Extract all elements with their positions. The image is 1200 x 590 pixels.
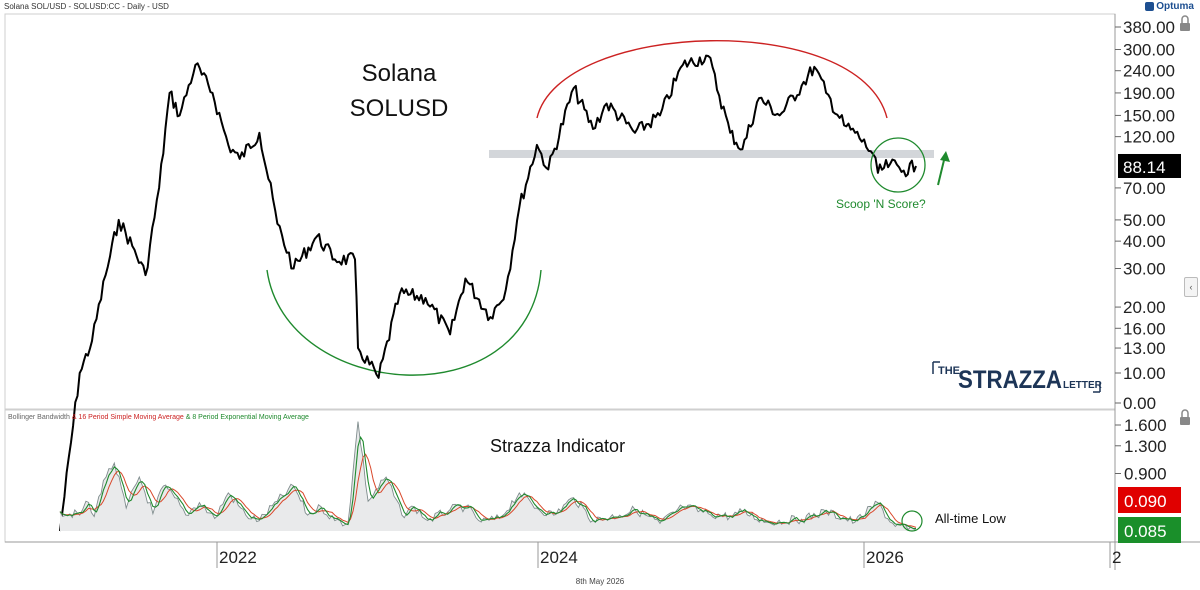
indicator-legend: Bollinger Bandwidth & 16 Period Simple M… (8, 414, 309, 421)
price-axis-label: 10.00 (1123, 364, 1166, 383)
price-axis-label: 50.00 (1123, 211, 1166, 230)
footer-date: 8th May 2026 (575, 577, 625, 586)
time-axis-label: 2026 (866, 548, 904, 567)
price-axis-label: 20.00 (1123, 298, 1166, 317)
price-axis-label: 300.00 (1123, 40, 1175, 59)
price-axis-label: 40.00 (1123, 232, 1166, 251)
price-axis-label: 240.00 (1123, 62, 1175, 81)
lock-icon (1180, 23, 1190, 31)
lock-icon-shackle (1181, 15, 1189, 23)
breakout-arrow-shaft (937, 155, 946, 186)
price-axis-label: 120.00 (1123, 128, 1175, 147)
price-axis-label: 70.00 (1123, 179, 1166, 198)
scoop-label: Scoop 'N Score? (836, 197, 926, 211)
last-price-badge (1118, 153, 1181, 178)
distribution-arc (536, 40, 888, 119)
price-line (59, 54, 917, 532)
price-axis-label: 30.00 (1123, 260, 1166, 279)
price-axis-label: 190.00 (1123, 84, 1175, 103)
price-axis-label: 13.00 (1123, 339, 1166, 358)
indicator-legend-item: & 8 Period Exponential Moving Average (184, 414, 309, 421)
price-axis-label: 380.00 (1123, 18, 1175, 37)
time-axis-label: 2024 (540, 548, 578, 567)
indicator-axis-label: 1.600 (1124, 416, 1167, 435)
watermark-bracket-right (1093, 382, 1101, 393)
scoop-circle (870, 137, 926, 193)
optuma-logo-icon (1145, 2, 1155, 11)
last-price-value: 88.14 (1123, 158, 1166, 177)
accumulation-arc (266, 269, 542, 376)
breakout-arrow-head (940, 151, 950, 162)
indicator-axis-label: 1.300 (1124, 437, 1167, 456)
collapse-panel-button[interactable]: ‹ (1184, 277, 1198, 297)
all-time-low-circle (901, 510, 923, 532)
ema-line (59, 435, 917, 530)
indicator-title: Strazza Indicator (490, 436, 625, 456)
price-axis-label: 150.00 (1123, 106, 1175, 125)
indicator-legend-item: Bollinger Bandwidth (8, 414, 70, 421)
watermark-the: THE (938, 365, 960, 377)
indicator-legend-item: & 16 Period Simple Moving Average (70, 414, 184, 421)
lock-icon (1180, 417, 1190, 425)
sma-value-badge (1118, 487, 1181, 513)
time-axis-label: 2022 (219, 548, 257, 567)
ema-value: 0.085 (1124, 522, 1167, 541)
price-axis-label: 16.00 (1123, 319, 1166, 338)
all-time-low-label: All-time Low (935, 511, 1006, 526)
brand-logo: Optuma (1145, 1, 1194, 12)
lock-icon-shackle (1181, 409, 1189, 417)
time-axis-label: 2 (1112, 548, 1121, 567)
price-axis-label: 0.00 (1123, 394, 1156, 413)
ema-value-badge (1118, 517, 1181, 543)
watermark-bracket-left (932, 361, 940, 374)
brand-name: Optuma (1156, 1, 1194, 12)
chart-header-title: Solana SOL/USD - SOLUSD:CC - Daily - USD (4, 2, 169, 11)
sma-value: 0.090 (1124, 492, 1167, 511)
chart-title-line-1: Solana (362, 60, 437, 87)
watermark-letter: LETTER (1063, 380, 1103, 391)
price-panel-frame (4, 13, 1116, 410)
support-band (489, 149, 934, 158)
chart-title-line-2: SOLUSD (350, 95, 449, 122)
indicator-axis-label: 0.900 (1124, 464, 1167, 483)
watermark-strazza: STRAZZA (958, 366, 1062, 394)
